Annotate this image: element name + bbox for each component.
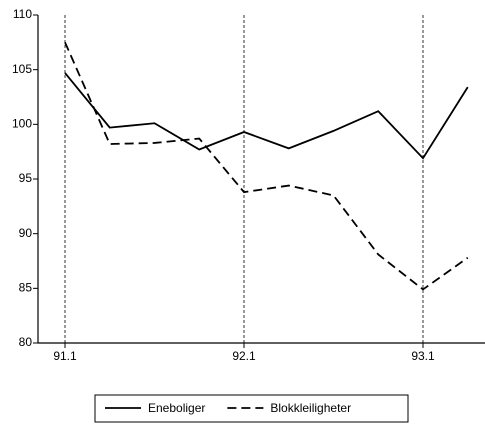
legend-label: Blokkleiligheter	[270, 401, 351, 415]
y-tick-label: 95	[19, 171, 33, 185]
y-tick-label: 105	[12, 62, 32, 76]
x-tick-label: 93.1	[411, 349, 435, 363]
series-line	[64, 41, 469, 291]
y-tick-label: 110	[13, 7, 32, 21]
legend-label: Eneboliger	[148, 401, 205, 415]
y-tick-label: 85	[19, 281, 33, 295]
y-tick-label: 80	[19, 335, 33, 349]
x-tick-label: 92.1	[232, 349, 256, 363]
y-tick-label: 90	[19, 226, 33, 240]
x-tick-label: 91.1	[53, 349, 77, 363]
series-line	[64, 72, 469, 160]
y-tick-label: 100	[12, 117, 32, 131]
legend-box	[94, 394, 409, 423]
